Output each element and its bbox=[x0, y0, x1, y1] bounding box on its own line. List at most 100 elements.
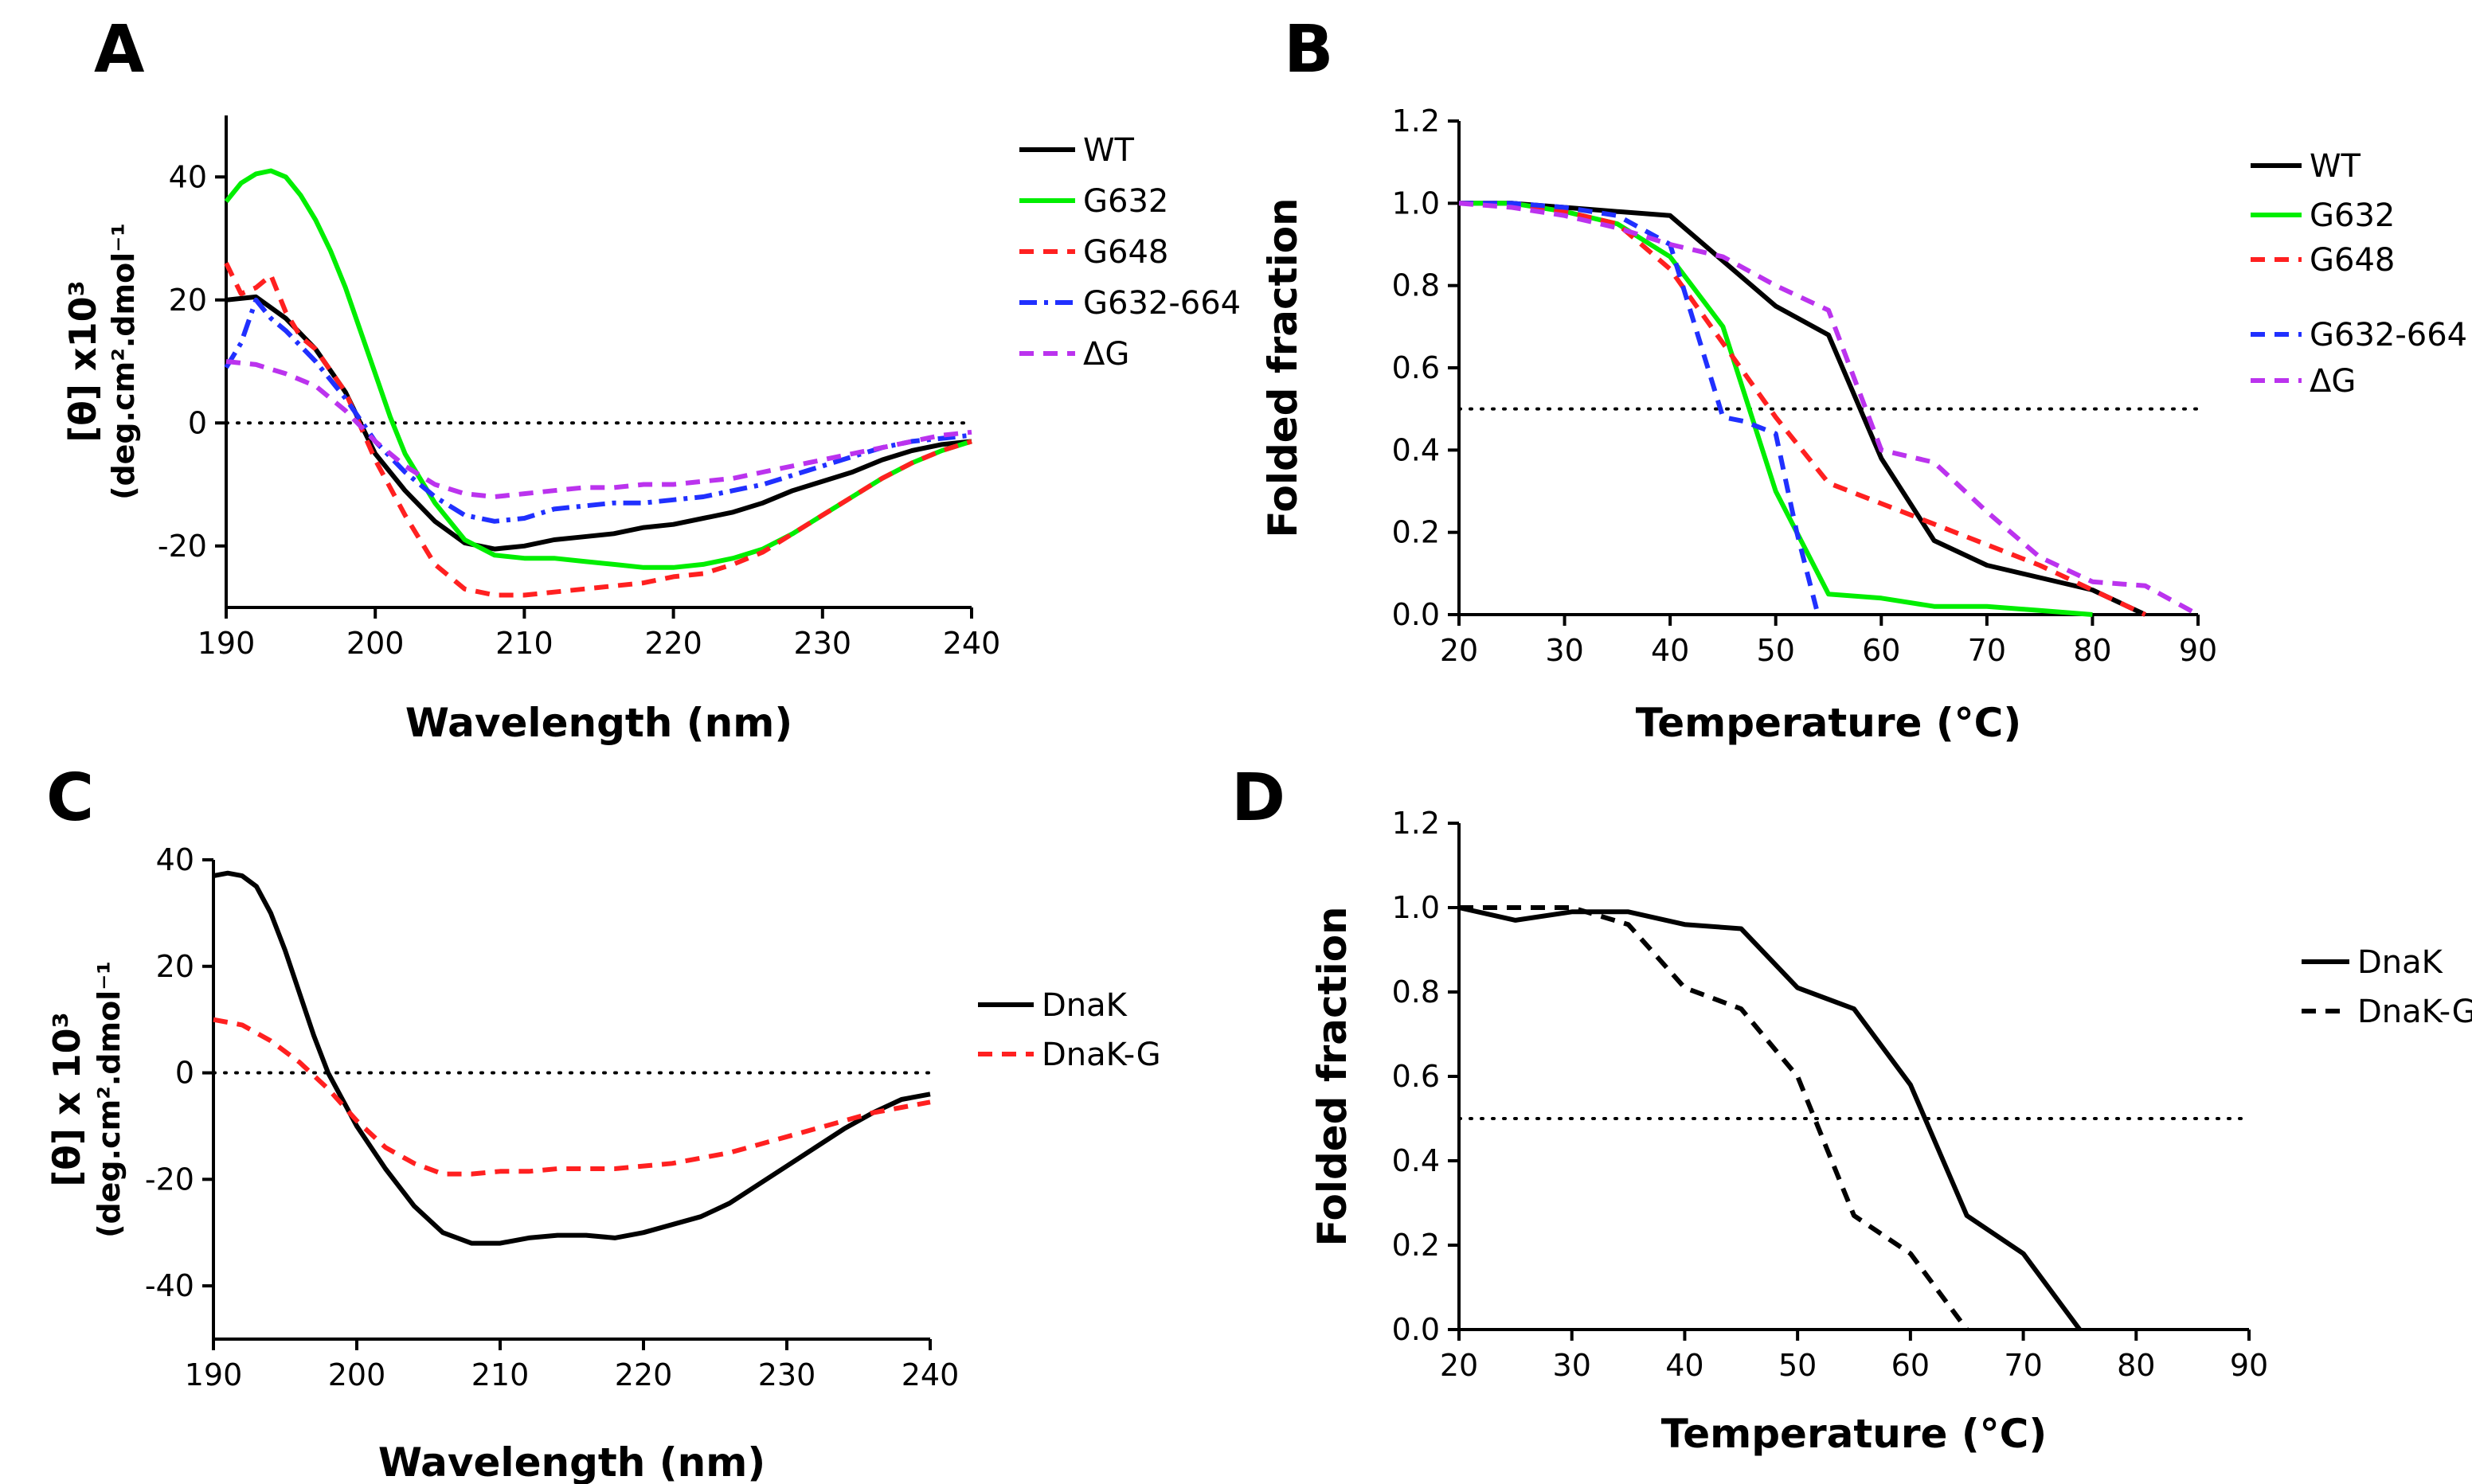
y-axis-title: [θ] x10³ bbox=[61, 280, 104, 443]
series-line--g bbox=[1458, 201, 2200, 617]
y-tick-label: 0.0 bbox=[1392, 1312, 1440, 1347]
x-axis-title: Temperature (°C) bbox=[1636, 700, 2021, 746]
series-line-dnak-g bbox=[1459, 905, 1969, 1331]
series-line-wt bbox=[1459, 201, 2146, 617]
x-tick-label: 220 bbox=[615, 1357, 673, 1392]
panel-letter: B bbox=[1284, 12, 1334, 88]
series-line-g632-664 bbox=[1459, 201, 1821, 615]
legend-label: DnaK bbox=[1042, 987, 1128, 1024]
x-tick-label: 90 bbox=[2179, 633, 2217, 668]
y-tick-label: 1.2 bbox=[1392, 806, 1440, 841]
x-tick-label: 20 bbox=[1440, 1348, 1478, 1383]
x-axis-title: Temperature (°C) bbox=[1661, 1411, 2047, 1457]
legend-label: G632-664 bbox=[2310, 317, 2467, 353]
x-tick-label: 210 bbox=[495, 626, 553, 661]
y-axis-title: Folded fraction bbox=[1309, 906, 1355, 1246]
panel-c: C 190 200 210 220 230 240 -40 -20 0 20 40 Wavelength… bbox=[45, 760, 1161, 1484]
y-tick-label: 40 bbox=[169, 159, 207, 194]
x-tick-label: 30 bbox=[1553, 1348, 1591, 1383]
y-axis-title: [θ] x 10³ bbox=[45, 1012, 88, 1187]
y-tick-label: 0.2 bbox=[1392, 1228, 1440, 1263]
y-tick-label: 0.0 bbox=[1392, 597, 1440, 632]
x-tick-label: 50 bbox=[1778, 1348, 1817, 1383]
y-tick-label: 0.4 bbox=[1392, 432, 1440, 467]
series-line-g632 bbox=[1459, 201, 2093, 617]
x-tick-label: 230 bbox=[794, 626, 852, 661]
x-tick-label: 60 bbox=[1862, 633, 1900, 668]
x-tick-label: 90 bbox=[2230, 1348, 2268, 1383]
legend: DnaK DnaK-G bbox=[978, 987, 1161, 1073]
x-tick-label: 40 bbox=[1665, 1348, 1703, 1383]
legend-label: G632 bbox=[1083, 183, 1168, 220]
series-line-dnak bbox=[213, 870, 931, 1246]
y-tick-label: 0 bbox=[175, 1056, 194, 1091]
x-tick-label: 220 bbox=[644, 626, 702, 661]
y-tick-label: 0.4 bbox=[1392, 1143, 1440, 1178]
y-axis-subtitle: (deg.cm².dmol⁻¹ bbox=[92, 961, 127, 1238]
x-tick-label: 50 bbox=[1757, 633, 1795, 668]
x-axis-title: Wavelength (nm) bbox=[405, 700, 792, 746]
x-tick-label: 190 bbox=[198, 626, 256, 661]
legend-label: G648 bbox=[1083, 234, 1168, 271]
y-tick-label: 1.2 bbox=[1392, 103, 1440, 139]
y-tick-label: 1.0 bbox=[1392, 890, 1440, 925]
panel-a: A 190 200 210 220 230 240 -20 0 20 40 Wavelength (n… bbox=[61, 12, 1241, 746]
x-tick-label: 40 bbox=[1651, 633, 1689, 668]
panel-b: B 20 30 40 50 60 70 80 90 0.0 0.2 0.4 0.6 0.8 1.0 1.2 Te… bbox=[1260, 12, 2467, 746]
y-tick-label: 0.8 bbox=[1392, 974, 1440, 1010]
x-tick-label: 60 bbox=[1891, 1348, 1930, 1383]
y-tick-label: 1.0 bbox=[1392, 186, 1440, 221]
panel-letter: C bbox=[46, 760, 94, 836]
legend-label: G632 bbox=[2310, 197, 2395, 234]
x-tick-label: 30 bbox=[1545, 633, 1583, 668]
panel-letter: D bbox=[1231, 760, 1285, 836]
series-line--g bbox=[225, 359, 972, 499]
legend: WT G632 G648 G632-664 ΔG bbox=[1019, 132, 1241, 373]
x-tick-label: 200 bbox=[328, 1357, 386, 1392]
y-tick-label: 20 bbox=[169, 283, 207, 318]
series-line-g648 bbox=[1459, 201, 2146, 617]
y-tick-label: 0 bbox=[188, 405, 207, 440]
y-tick-label: 0.2 bbox=[1392, 515, 1440, 550]
x-tick-label: 240 bbox=[902, 1357, 960, 1392]
legend-label: DnaK-G bbox=[1042, 1037, 1161, 1073]
series-line-g632-664 bbox=[224, 297, 972, 524]
legend-label: DnaK-G bbox=[2357, 994, 2472, 1030]
x-tick-label: 230 bbox=[758, 1357, 816, 1392]
y-tick-label: 0.6 bbox=[1392, 350, 1440, 385]
x-tick-label: 240 bbox=[943, 626, 1001, 661]
x-tick-label: 190 bbox=[185, 1357, 243, 1392]
x-tick-label: 70 bbox=[2004, 1348, 2042, 1383]
x-tick-label: 200 bbox=[346, 626, 405, 661]
x-tick-label: 80 bbox=[2117, 1348, 2155, 1383]
panel-letter: A bbox=[94, 12, 145, 88]
y-tick-label: -20 bbox=[145, 1162, 194, 1197]
legend-label: DnaK bbox=[2357, 944, 2444, 981]
legend-label: WT bbox=[2310, 148, 2361, 185]
y-tick-label: 0.8 bbox=[1392, 268, 1440, 303]
legend-label: ΔG bbox=[2310, 363, 2356, 400]
legend-label: G648 bbox=[2310, 242, 2395, 279]
x-tick-label: 80 bbox=[2073, 633, 2111, 668]
legend: DnaK DnaK-G bbox=[2302, 944, 2472, 1030]
y-tick-label: 0.6 bbox=[1392, 1059, 1440, 1094]
y-tick-label: -40 bbox=[145, 1268, 194, 1303]
series-line-g648 bbox=[224, 262, 972, 598]
legend-label: WT bbox=[1083, 132, 1135, 169]
legend: WT G632 G648 G632-664 ΔG bbox=[2251, 148, 2467, 400]
y-axis-subtitle: (deg.cm².dmol⁻¹ bbox=[106, 223, 141, 500]
y-tick-label: -20 bbox=[158, 529, 207, 564]
x-tick-label: 70 bbox=[1968, 633, 2006, 668]
series-line-dnak bbox=[1458, 905, 2082, 1331]
x-tick-label: 210 bbox=[471, 1357, 530, 1392]
y-axis-title: Folded fraction bbox=[1260, 197, 1306, 537]
y-tick-label: 40 bbox=[156, 842, 194, 877]
x-axis-title: Wavelength (nm) bbox=[378, 1439, 765, 1484]
panel-d: D 20 30 40 50 60 70 80 90 0.0 0.2 0.4 0.6 0.8 1.0 1.2 Te… bbox=[1231, 760, 2472, 1457]
series-line-g632 bbox=[224, 168, 972, 570]
series-line-dnak-g bbox=[213, 1017, 931, 1177]
legend-label: ΔG bbox=[1083, 336, 1129, 373]
legend-label: G632-664 bbox=[1083, 285, 1241, 322]
y-tick-label: 20 bbox=[156, 949, 194, 984]
